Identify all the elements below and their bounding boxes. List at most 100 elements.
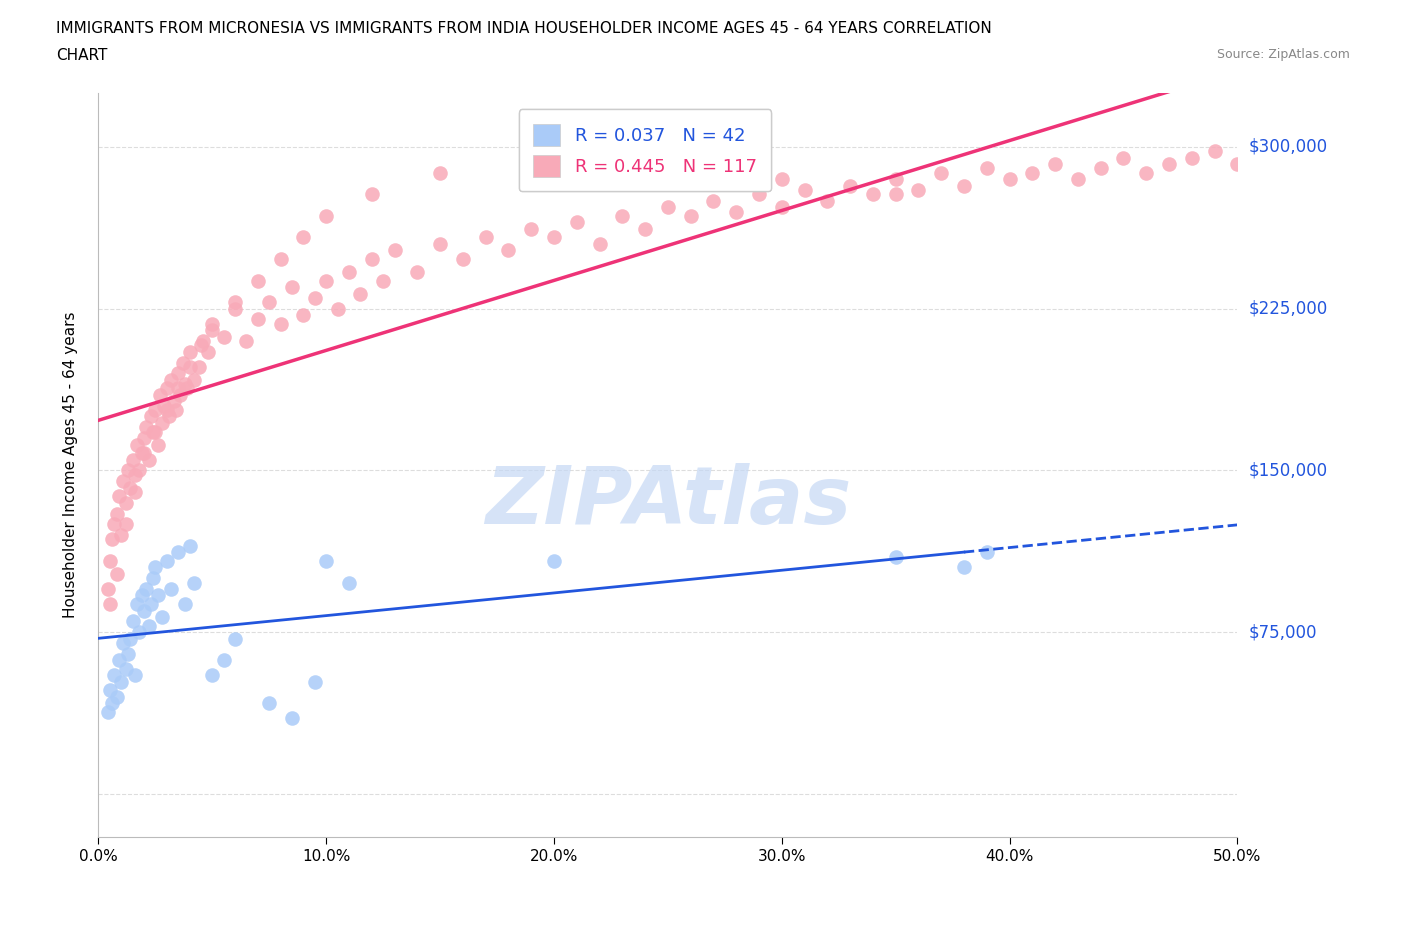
- Point: [138, 452, 160, 467]
- Point: [337, 264, 360, 279]
- Point: [429, 166, 451, 180]
- Point: [165, 403, 187, 418]
- Point: [748, 187, 770, 202]
- Text: Source: ZipAtlas.com: Source: ZipAtlas.com: [1216, 48, 1350, 61]
- Point: [138, 618, 160, 633]
- Point: [131, 588, 153, 603]
- Point: [304, 674, 326, 689]
- Point: [224, 295, 246, 310]
- Point: [110, 674, 132, 689]
- Point: [953, 560, 976, 575]
- Point: [657, 200, 679, 215]
- Point: [259, 295, 281, 310]
- Point: [1021, 166, 1043, 180]
- Point: [1181, 151, 1204, 166]
- Point: [149, 388, 172, 403]
- Point: [150, 416, 173, 431]
- Point: [132, 431, 155, 445]
- Legend: R = 0.037   N = 42, R = 0.445   N = 117: R = 0.037 N = 42, R = 0.445 N = 117: [519, 110, 772, 192]
- Point: [108, 653, 131, 668]
- Point: [246, 273, 269, 288]
- Point: [337, 575, 360, 590]
- Point: [156, 381, 179, 396]
- Point: [153, 398, 176, 413]
- Point: [702, 193, 724, 208]
- Point: [156, 553, 179, 568]
- Point: [292, 230, 315, 245]
- Point: [770, 200, 793, 215]
- Point: [117, 646, 139, 661]
- Point: [588, 236, 610, 251]
- Text: CHART: CHART: [56, 48, 108, 63]
- Point: [146, 588, 169, 603]
- Point: [112, 635, 135, 650]
- Point: [1226, 157, 1249, 172]
- Point: [160, 581, 183, 596]
- Point: [108, 489, 131, 504]
- Point: [384, 243, 406, 258]
- Point: [183, 575, 205, 590]
- Point: [174, 597, 197, 612]
- Point: [1204, 144, 1226, 159]
- Text: IMMIGRANTS FROM MICRONESIA VS IMMIGRANTS FROM INDIA HOUSEHOLDER INCOME AGES 45 -: IMMIGRANTS FROM MICRONESIA VS IMMIGRANTS…: [56, 21, 993, 36]
- Text: ZIPAtlas: ZIPAtlas: [485, 463, 851, 541]
- Point: [117, 463, 139, 478]
- Point: [132, 445, 155, 460]
- Point: [815, 193, 838, 208]
- Point: [105, 506, 128, 521]
- Point: [543, 144, 565, 159]
- Text: $75,000: $75,000: [1249, 623, 1317, 641]
- Point: [281, 711, 304, 725]
- Text: $225,000: $225,000: [1249, 299, 1327, 318]
- Point: [120, 631, 142, 646]
- Point: [132, 604, 155, 618]
- Point: [145, 424, 167, 439]
- Point: [179, 359, 201, 374]
- Point: [793, 182, 815, 197]
- Text: $150,000: $150,000: [1249, 461, 1327, 479]
- Point: [429, 236, 451, 251]
- Point: [929, 166, 952, 180]
- Point: [128, 625, 150, 640]
- Point: [105, 689, 128, 704]
- Point: [839, 179, 862, 193]
- Point: [121, 452, 143, 467]
- Point: [270, 316, 292, 331]
- Point: [1157, 157, 1180, 172]
- Point: [862, 187, 884, 202]
- Point: [197, 344, 219, 359]
- Point: [543, 230, 565, 245]
- Point: [360, 187, 382, 202]
- Point: [112, 473, 135, 488]
- Point: [498, 243, 520, 258]
- Point: [110, 527, 132, 542]
- Point: [135, 581, 157, 596]
- Point: [998, 172, 1021, 187]
- Point: [128, 463, 150, 478]
- Point: [98, 553, 121, 568]
- Point: [135, 419, 157, 434]
- Point: [105, 566, 128, 581]
- Point: [201, 316, 224, 331]
- Point: [139, 597, 162, 612]
- Point: [235, 334, 257, 349]
- Point: [1135, 166, 1157, 180]
- Point: [167, 365, 190, 380]
- Point: [145, 403, 167, 418]
- Point: [725, 205, 748, 219]
- Point: [565, 215, 588, 230]
- Point: [146, 437, 169, 452]
- Point: [145, 560, 167, 575]
- Point: [120, 480, 142, 495]
- Point: [634, 221, 657, 236]
- Point: [270, 252, 292, 267]
- Point: [139, 409, 162, 424]
- Point: [976, 161, 998, 176]
- Point: [179, 344, 201, 359]
- Point: [246, 312, 269, 326]
- Point: [451, 252, 474, 267]
- Point: [1067, 172, 1090, 187]
- Point: [127, 437, 149, 452]
- Point: [326, 301, 349, 316]
- Point: [114, 496, 136, 511]
